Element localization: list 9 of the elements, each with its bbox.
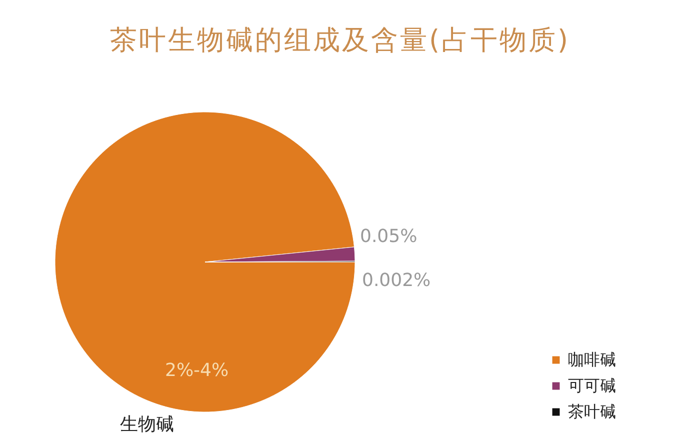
chart-title: 茶叶生物碱的组成及含量(占干物质) <box>108 24 572 58</box>
text: 生物碱 <box>120 413 174 436</box>
legend-label: 咖啡碱 <box>568 350 616 369</box>
legend-label: 茶叶碱 <box>568 402 616 421</box>
pie-slice <box>54 112 356 412</box>
text: 2%-4% <box>165 360 229 381</box>
legend-label: 可可碱 <box>568 376 616 395</box>
text: 0.05% <box>360 226 418 247</box>
text: 0.002% <box>362 270 431 291</box>
